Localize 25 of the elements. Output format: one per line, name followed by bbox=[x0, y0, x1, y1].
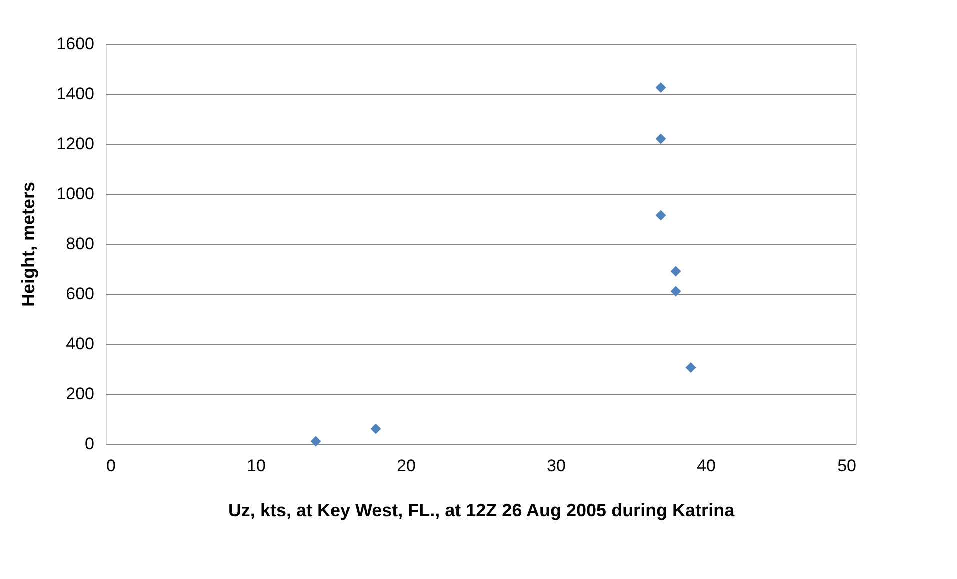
point bbox=[370, 424, 382, 434]
point bbox=[656, 210, 666, 221]
y-tick-label: 800 bbox=[66, 234, 94, 254]
y-tick-label: 1600 bbox=[56, 34, 94, 54]
x-axis-title: Uz, kts, at Key West, FL., at 12Z 26 Aug 2005 during Katrina bbox=[228, 500, 736, 520]
x-tick-label: 10 bbox=[247, 456, 266, 476]
x-tick-label: 40 bbox=[697, 456, 716, 476]
y-tick-label: 0 bbox=[85, 434, 94, 454]
y-axis-title: Height, meters bbox=[18, 182, 39, 308]
y-tick-label: 600 bbox=[66, 284, 94, 304]
point bbox=[686, 362, 696, 373]
y-tick-label: 1400 bbox=[56, 84, 94, 104]
point bbox=[670, 286, 682, 297]
point bbox=[670, 266, 682, 277]
y-tick-label: 200 bbox=[66, 384, 94, 404]
x-tick-label: 0 bbox=[106, 456, 116, 476]
x-tick-label: 20 bbox=[397, 456, 416, 476]
point bbox=[656, 134, 666, 144]
y-tick-label: 1200 bbox=[56, 134, 94, 154]
point bbox=[310, 436, 322, 447]
x-tick-label: 50 bbox=[838, 456, 856, 476]
y-tick-label: 1000 bbox=[56, 184, 94, 204]
point bbox=[656, 82, 666, 93]
y-tick-label: 400 bbox=[66, 334, 94, 354]
x-tick-label: 30 bbox=[547, 456, 566, 476]
